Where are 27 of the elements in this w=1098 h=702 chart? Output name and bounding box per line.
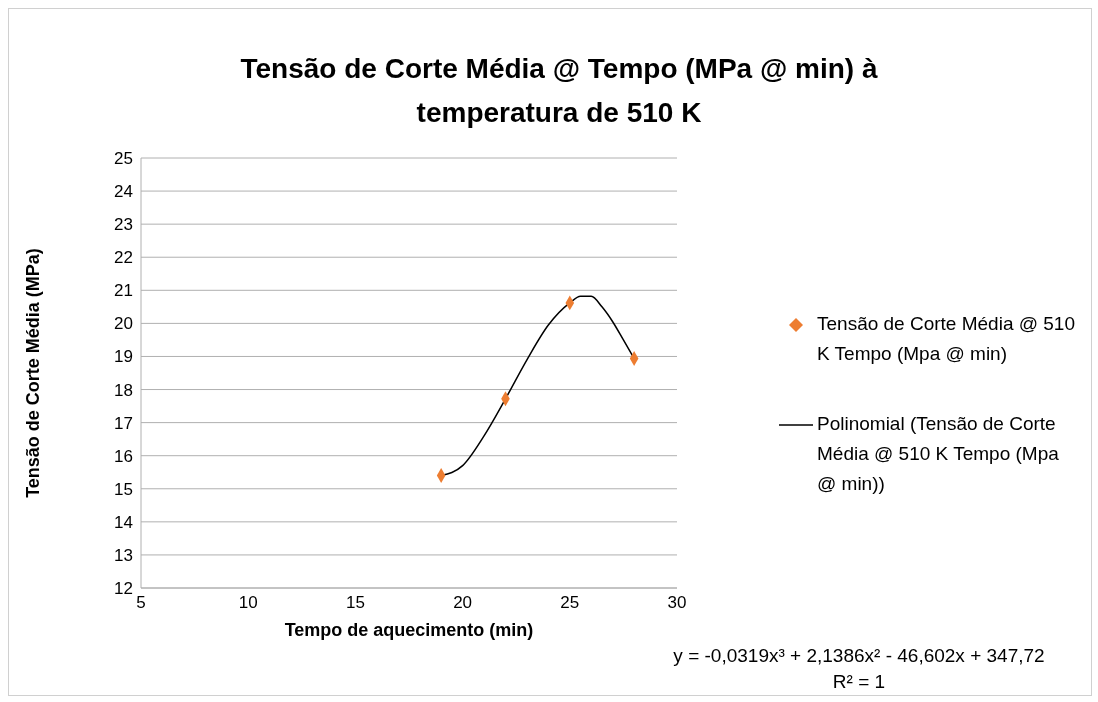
y-tick-label: 21 — [114, 281, 133, 301]
x-tick-label: 20 — [453, 593, 473, 613]
y-tick-label: 14 — [114, 512, 133, 532]
y-tick-label: 18 — [114, 380, 133, 400]
x-tick-label: 5 — [136, 593, 146, 613]
y-tick-label: 24 — [114, 182, 133, 202]
y-axis-title: Tensão de Corte Média (MPa) — [23, 248, 44, 498]
y-tick-label: 12 — [114, 579, 133, 599]
y-tick-label: 23 — [114, 215, 133, 235]
y-tick-label: 25 — [114, 149, 133, 169]
y-tick-label: 19 — [114, 347, 133, 367]
y-tick-label: 16 — [114, 446, 133, 466]
y-tick-label: 20 — [114, 314, 133, 334]
chart-title: Tensão de Corte Média @ Tempo (MPa @ min) à temperatura de 510 K — [239, 52, 879, 130]
y-tick-label: 13 — [114, 545, 133, 565]
x-tick-label: 10 — [238, 593, 258, 613]
x-tick-label: 25 — [560, 593, 580, 613]
text: R² = 1 — [831, 670, 887, 694]
legend-label: Tensão de Corte Média @ 510 K Tempo (Mpa @ min) — [817, 312, 1076, 366]
x-axis-title: Tempo de aquecimento (min) — [284, 620, 534, 640]
y-tick-label: 15 — [114, 479, 133, 499]
x-tick-label: 15 — [345, 593, 365, 613]
y-tick-label: 22 — [114, 248, 133, 268]
legend-label: Polinomial (Tensão de Corte Média @ 510 K Tempo (Mpa @ min)) — [817, 412, 1060, 496]
x-tick-label: 30 — [667, 593, 687, 613]
text: y = -0,0319x³ + 2,1386x² - 46,602x + 347,72 — [672, 644, 1046, 668]
y-tick-label: 17 — [114, 413, 133, 433]
